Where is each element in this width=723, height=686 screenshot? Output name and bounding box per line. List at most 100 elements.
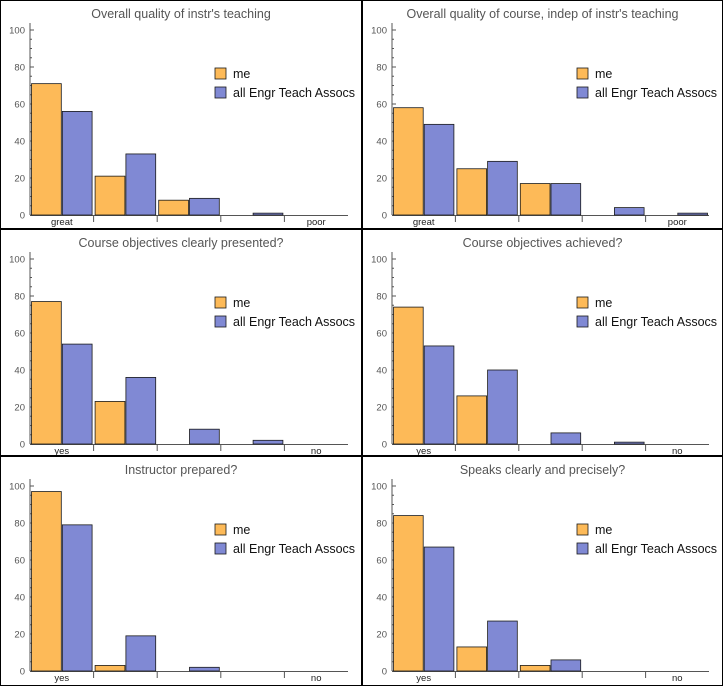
y-tick-label: 60 [376,556,387,567]
bar-all [125,635,157,672]
legend-label-me: me [233,523,250,537]
y-tick-label: 40 [376,593,387,604]
bar-chart: Course objectives clearly presented? 0 20 4… [9,236,355,455]
legend-label-all: all Engr Teach Assocs [595,315,717,329]
legend-swatch-me [214,296,227,309]
bar-all [125,376,157,445]
bar-me [456,395,488,445]
y-tick-label: 100 [371,26,387,37]
legend-swatch-all [214,315,227,328]
chart-panel-4: Course objectives achieved? 0 20 40 60 80 100 y… [363,230,722,455]
y-tick-label: 20 [376,174,387,185]
bar-all [189,428,220,445]
legend-swatch-all [214,542,227,555]
x-tick-label: yes [54,446,69,455]
y-tick-label: 0 [382,440,387,451]
bar-all [423,546,455,672]
y-tick-label: 80 [376,63,387,74]
legend-swatch-me [214,523,227,536]
y-tick-label: 100 [371,255,387,266]
bar-all [677,212,708,216]
legend-swatch-all [576,86,589,99]
chart-panel-1: Overall quality of instr's teaching 0 20 40… [1,1,361,228]
bar-all [252,212,284,216]
y-tick-label: 20 [14,403,25,414]
chart-panel-3: Course objectives clearly presented? 0 20 4… [1,230,361,455]
chart-title: Instructor prepared? [125,463,238,477]
bar-all [550,183,582,216]
bar-all [423,123,455,216]
chart-panel-6: Speaks clearly and precisely? 0 20 40 60 80 10… [363,457,722,685]
bar-all [487,160,518,216]
bar-all [487,620,518,672]
y-tick-label: 60 [14,100,25,111]
bar-all [61,111,93,216]
chart-title: Speaks clearly and precisely? [460,463,625,477]
bar-me [94,175,126,216]
chart-title: Overall quality of instr's teaching [91,7,271,21]
bar-me [456,646,488,672]
legend-label-me: me [595,296,612,310]
y-tick-label: 60 [376,100,387,111]
bar-chart: Overall quality of course, indep of inst… [371,7,717,228]
x-tick-label: yes [416,673,431,684]
legend-swatch-all [576,315,589,328]
legend-label-me: me [233,67,250,81]
bar-me [393,107,424,216]
bar-chart: Overall quality of instr's teaching 0 20 40… [9,7,355,228]
legend-swatch-me [576,296,589,309]
legend-swatch-me [214,67,227,80]
legend-swatch-all [576,542,589,555]
bar-all [189,666,220,672]
y-tick-label: 20 [14,174,25,185]
y-tick-label: 60 [14,329,25,340]
bar-me [158,199,189,216]
x-tick-label: no [672,446,683,455]
legend-label-all: all Engr Teach Assocs [595,542,717,556]
y-tick-label: 80 [376,519,387,530]
chart-panel-5: Instructor prepared? 0 20 40 60 80 100 yes no me a… [1,457,361,685]
bar-all [550,432,582,445]
bar-all [550,659,582,672]
y-tick-label: 20 [14,630,25,641]
x-tick-label: no [311,673,322,684]
y-tick-label: 40 [14,137,25,148]
bar-chart: Course objectives achieved? 0 20 40 60 80 100 y… [371,236,717,455]
y-tick-label: 0 [382,211,387,222]
bar-me [519,665,551,672]
chart-title: Overall quality of course, indep of inst… [407,7,679,21]
bar-all [487,369,518,445]
chart-title: Course objectives clearly presented? [79,236,284,250]
bar-me [393,515,424,672]
y-tick-label: 20 [376,403,387,414]
bar-me [393,306,424,445]
y-tick-label: 0 [382,667,387,678]
bar-all [61,343,93,445]
legend-label-me: me [595,67,612,81]
bar-all [613,207,645,216]
bar-all [125,153,157,216]
y-tick-label: 60 [14,556,25,567]
bar-me [31,301,62,445]
bar-all [613,441,645,445]
bar-all [189,197,220,216]
x-tick-label: great [51,217,73,228]
bar-all [423,345,455,445]
legend-swatch-me [576,67,589,80]
x-tick-label: yes [54,673,69,684]
y-tick-label: 100 [9,255,25,266]
bar-all [61,524,93,672]
bar-me [94,401,126,445]
chart-panel-2: Overall quality of course, indep of inst… [363,1,722,228]
y-tick-label: 100 [9,482,25,493]
bar-me [456,168,488,216]
y-tick-label: 100 [371,482,387,493]
legend-swatch-all [214,86,227,99]
y-tick-label: 40 [14,366,25,377]
y-tick-label: 80 [14,292,25,303]
y-tick-label: 40 [376,137,387,148]
legend-swatch-me [576,523,589,536]
bar-me [519,183,551,216]
bar-me [31,83,62,216]
chart-title: Course objectives achieved? [463,236,623,250]
